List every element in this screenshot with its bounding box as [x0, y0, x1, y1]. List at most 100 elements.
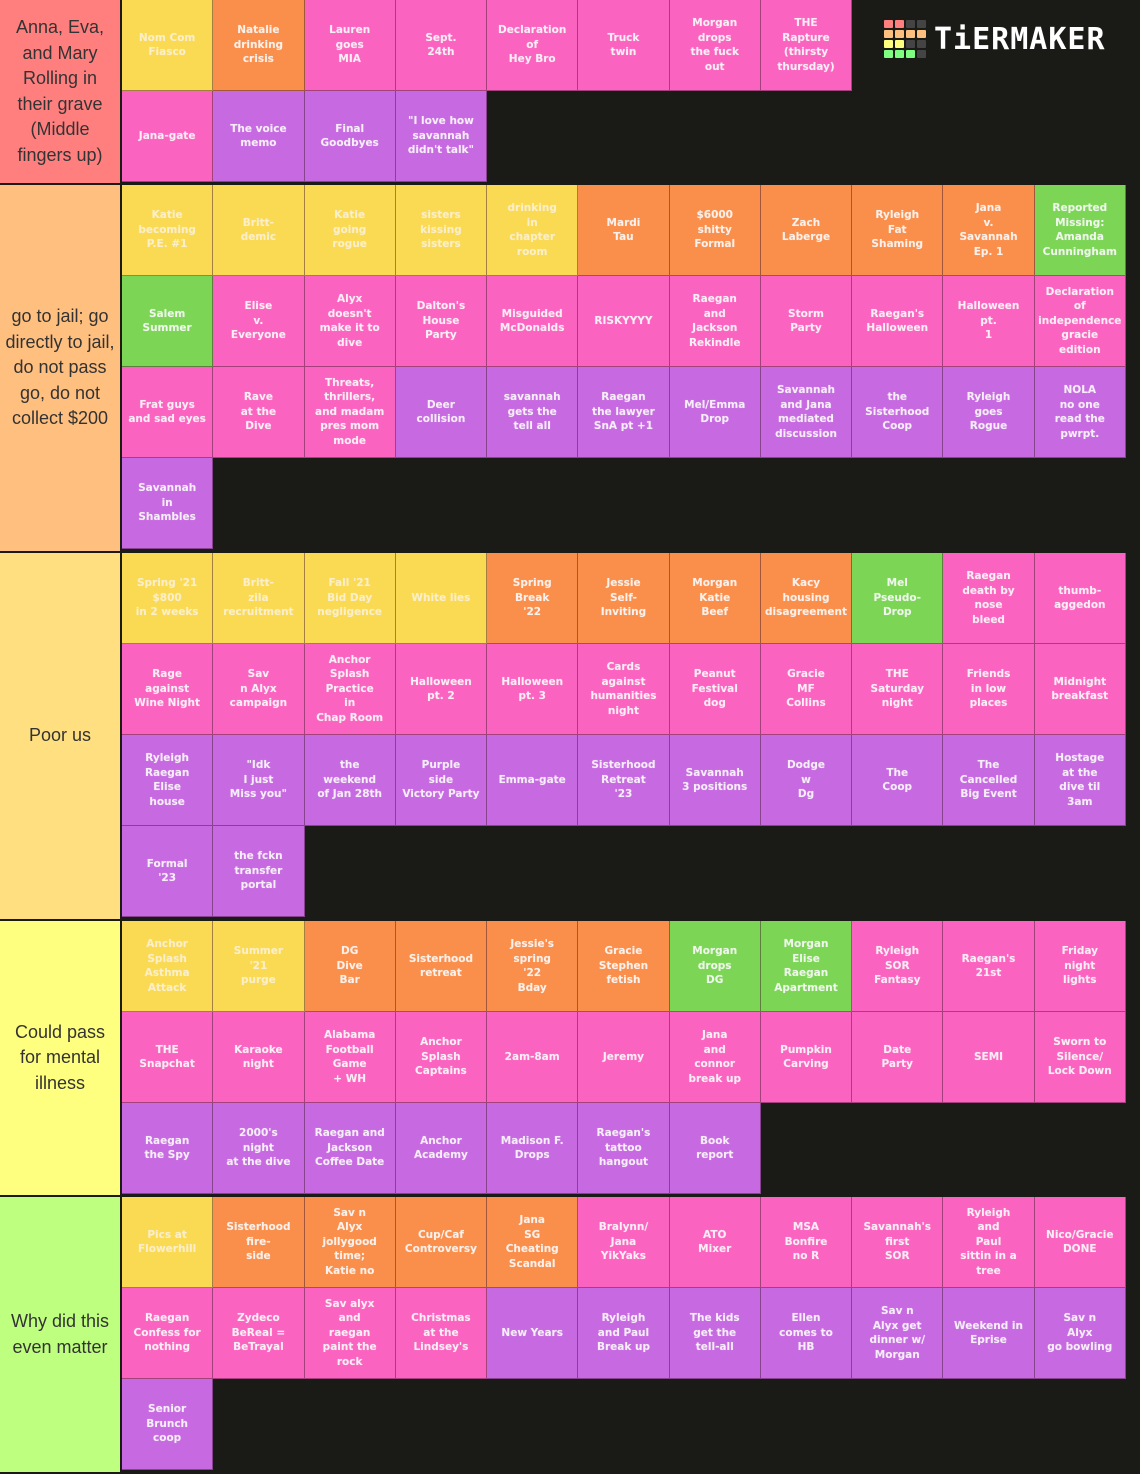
tier-item-tile[interactable]: Madison F. Drops: [487, 1103, 579, 1194]
tier-item-tile[interactable]: Sisterhood Retreat '23: [578, 735, 670, 826]
tier-item-tile[interactable]: Gracie Stephen fetish: [578, 921, 670, 1012]
tier-item-tile[interactable]: Final Goodbyes: [304, 91, 396, 182]
tier-item-tile[interactable]: Rave at the Dive: [213, 367, 305, 458]
tier-label[interactable]: Why did this even matter: [0, 1197, 122, 1472]
tier-item-tile[interactable]: Gracie MF Collins: [760, 644, 853, 735]
tier-item-tile[interactable]: New Years: [487, 1288, 579, 1379]
tier-item-tile[interactable]: Spring Break '22: [487, 553, 579, 644]
tier-item-tile[interactable]: White lies: [395, 553, 488, 644]
tier-item-tile[interactable]: Peanut Festival dog: [669, 644, 761, 735]
tier-item-tile[interactable]: Morgan Elise Raegan Apartment: [760, 921, 853, 1012]
tier-item-tile[interactable]: Misguided McDonalds: [487, 276, 579, 367]
tier-item-tile[interactable]: Sav alyx and raegan paint the rock: [304, 1288, 396, 1379]
tier-item-tile[interactable]: Pics at Flowerhill: [122, 1197, 214, 1288]
tier-item-tile[interactable]: Morgan drops DG: [669, 921, 761, 1012]
tier-item-tile[interactable]: Ryleigh Raegan Elise house: [122, 735, 214, 826]
tier-item-tile[interactable]: Jana-gate: [122, 91, 214, 182]
tier-item-tile[interactable]: Savannah's first SOR: [852, 1197, 944, 1288]
tier-item-tile[interactable]: THE Saturday night: [852, 644, 944, 735]
tier-item-tile[interactable]: Declaration of Hey Bro: [487, 0, 579, 91]
tier-item-tile[interactable]: the Sisterhood Coop: [852, 367, 944, 458]
tier-item-tile[interactable]: NOLA no one read the pwrpt.: [1034, 367, 1126, 458]
tier-item-tile[interactable]: Salem Summer: [122, 276, 214, 367]
tier-item-tile[interactable]: Christmas at the Lindsey's: [395, 1288, 488, 1379]
tier-item-tile[interactable]: Jeremy: [578, 1012, 670, 1103]
tier-item-tile[interactable]: Pumpkin Carving: [760, 1012, 853, 1103]
tier-item-tile[interactable]: Britt- zila recruitment: [213, 553, 305, 644]
tier-item-tile[interactable]: Jana v. Savannah Ep. 1: [943, 185, 1035, 276]
tier-item-tile[interactable]: Sav n Alyx get dinner w/ Morgan: [852, 1288, 944, 1379]
tier-item-tile[interactable]: Fall '21 Bid Day negligence: [304, 553, 396, 644]
tier-item-tile[interactable]: Friends in low places: [943, 644, 1035, 735]
tier-item-tile[interactable]: Katie going rogue: [304, 185, 396, 276]
tier-item-tile[interactable]: Emma-gate: [487, 735, 579, 826]
tier-item-tile[interactable]: Raegan's 21st: [943, 921, 1035, 1012]
tier-item-tile[interactable]: The Coop: [852, 735, 944, 826]
tier-item-tile[interactable]: the fckn transfer portal: [213, 826, 305, 917]
tier-item-tile[interactable]: The kids get the tell-all: [669, 1288, 761, 1379]
tier-item-tile[interactable]: Savannah and Jana mediated discussion: [760, 367, 853, 458]
tier-item-tile[interactable]: Senior Brunch coop: [122, 1379, 214, 1470]
tier-item-tile[interactable]: Ryleigh Fat Shaming: [852, 185, 944, 276]
tier-item-tile[interactable]: Purple side Victory Party: [395, 735, 488, 826]
tier-item-tile[interactable]: Date Party: [852, 1012, 944, 1103]
tier-item-tile[interactable]: Nico/Gracie DONE: [1034, 1197, 1126, 1288]
tier-item-tile[interactable]: drinking in chapter room: [487, 185, 579, 276]
tier-item-tile[interactable]: Katie becoming P.E. #1: [122, 185, 214, 276]
tier-item-tile[interactable]: Sisterhood fire- side: [213, 1197, 305, 1288]
tier-item-tile[interactable]: Anchor Splash Asthma Attack: [122, 921, 214, 1012]
tier-item-tile[interactable]: savannah gets the tell all: [487, 367, 579, 458]
tier-item-tile[interactable]: Ryleigh and Paul sittin in a tree: [943, 1197, 1035, 1288]
tier-item-tile[interactable]: Lauren goes MIA: [304, 0, 396, 91]
tier-label[interactable]: Anna, Eva, and Mary Rolling in their gra…: [0, 0, 122, 183]
tier-item-tile[interactable]: Sworn to Silence/ Lock Down: [1034, 1012, 1126, 1103]
tier-item-tile[interactable]: $6000 shitty Formal: [669, 185, 761, 276]
tier-item-tile[interactable]: Cup/Caf Controversy: [395, 1197, 488, 1288]
tier-item-tile[interactable]: Nom Com Fiasco: [122, 0, 214, 91]
tier-item-tile[interactable]: the weekend of Jan 28th: [304, 735, 396, 826]
tier-item-tile[interactable]: Halloween pt. 1: [943, 276, 1035, 367]
tier-item-tile[interactable]: Spring '21 $800 in 2 weeks: [122, 553, 214, 644]
tier-item-tile[interactable]: Mel Pseudo- Drop: [852, 553, 944, 644]
tier-item-tile[interactable]: 2am-8am: [487, 1012, 579, 1103]
tier-item-tile[interactable]: Weekend in Eprise: [943, 1288, 1035, 1379]
tier-item-tile[interactable]: Deer collision: [395, 367, 488, 458]
tier-item-tile[interactable]: Britt- demic: [213, 185, 305, 276]
tier-item-tile[interactable]: Raegan the lawyer SnA pt +1: [578, 367, 670, 458]
tier-label[interactable]: go to jail; go directly to jail, do not …: [0, 185, 122, 551]
tier-item-tile[interactable]: sisters kissing sisters: [395, 185, 488, 276]
tier-item-tile[interactable]: Sav n Alyx campaign: [213, 644, 305, 735]
tier-item-tile[interactable]: Raegan and Jackson Coffee Date: [304, 1103, 396, 1194]
tier-item-tile[interactable]: Jana SG Cheating Scandal: [487, 1197, 579, 1288]
tier-item-tile[interactable]: Zach Laberge: [760, 185, 853, 276]
tier-item-tile[interactable]: Halloween pt. 3: [487, 644, 579, 735]
tier-item-tile[interactable]: Mel/Emma Drop: [669, 367, 761, 458]
tier-item-tile[interactable]: Summer '21 purge: [213, 921, 305, 1012]
tier-item-tile[interactable]: Alyx doesn't make it to dive: [304, 276, 396, 367]
tier-item-tile[interactable]: Raegan Confess for nothing: [122, 1288, 214, 1379]
tier-item-tile[interactable]: Dalton's House Party: [395, 276, 488, 367]
tier-item-tile[interactable]: Book report: [669, 1103, 761, 1194]
tier-item-tile[interactable]: Savannah in Shambles: [122, 458, 214, 549]
tier-item-tile[interactable]: SEMI: [943, 1012, 1035, 1103]
tier-item-tile[interactable]: Sav n Alyx go bowling: [1034, 1288, 1126, 1379]
tier-item-tile[interactable]: thumb- aggedon: [1034, 553, 1126, 644]
tier-item-tile[interactable]: Bralynn/ Jana YikYaks: [578, 1197, 670, 1288]
tier-item-tile[interactable]: Jessie Self- Inviting: [578, 553, 670, 644]
tier-item-tile[interactable]: MSA Bonfire no R: [760, 1197, 853, 1288]
tier-item-tile[interactable]: Alabama Football Game + WH: [304, 1012, 396, 1103]
tier-item-tile[interactable]: Dodge w Dg: [760, 735, 853, 826]
tier-item-tile[interactable]: Mardi Tau: [578, 185, 670, 276]
tier-item-tile[interactable]: Cards against humanities night: [578, 644, 670, 735]
tier-item-tile[interactable]: Anchor Academy: [395, 1103, 488, 1194]
tier-item-tile[interactable]: Storm Party: [760, 276, 853, 367]
tier-item-tile[interactable]: Elise v. Everyone: [213, 276, 305, 367]
tier-item-tile[interactable]: 2000's night at the dive: [213, 1103, 305, 1194]
tier-item-tile[interactable]: Reported Missing: Amanda Cunningham: [1034, 185, 1126, 276]
tier-item-tile[interactable]: Sept. 24th: [395, 0, 488, 91]
tier-item-tile[interactable]: Ryleigh and Paul Break up: [578, 1288, 670, 1379]
tier-item-tile[interactable]: Ryleigh goes Rogue: [943, 367, 1035, 458]
tier-item-tile[interactable]: Hostage at the dive til 3am: [1034, 735, 1126, 826]
tier-item-tile[interactable]: The voice memo: [213, 91, 305, 182]
tier-item-tile[interactable]: Frat guys and sad eyes: [122, 367, 214, 458]
